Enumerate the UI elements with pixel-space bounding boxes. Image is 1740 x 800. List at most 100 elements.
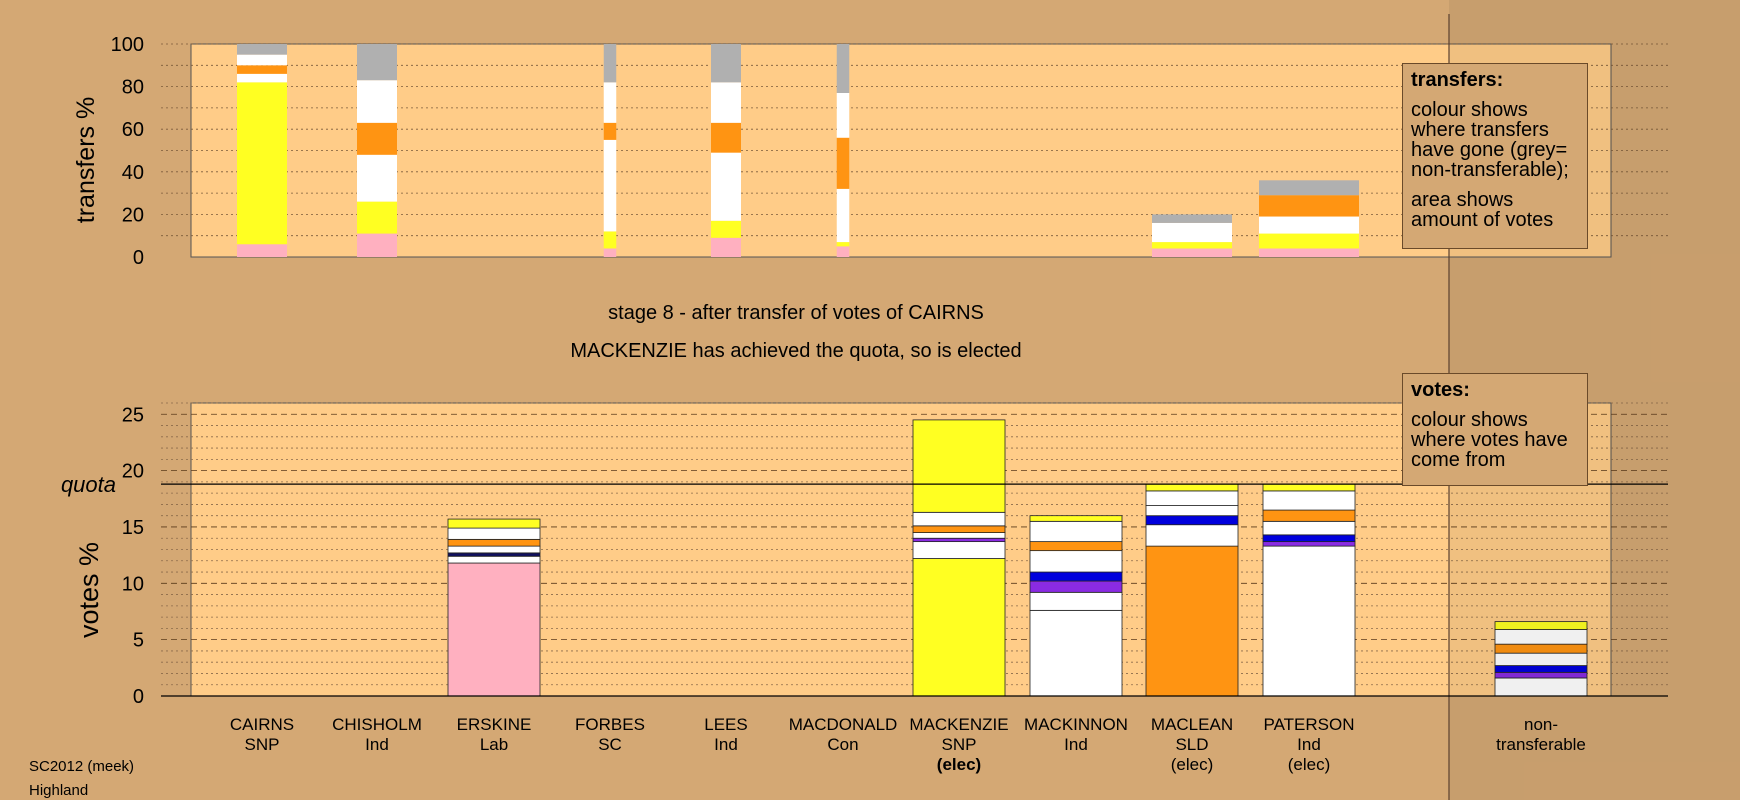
vote-segment-mackinnon	[1029, 520, 1123, 543]
transfer-segment-cairns	[237, 44, 287, 55]
candidate-party: SC	[598, 735, 622, 754]
candidate-label-mackinnon: MACKINNON Ind	[1016, 715, 1136, 755]
candidate-party: Lab	[479, 735, 509, 754]
transfer-segment-forbes	[603, 231, 617, 249]
vote-segment-mackinnon	[1029, 550, 1123, 573]
transfer-segment-chisholm	[357, 122, 397, 155]
transfer-segment-lees	[711, 237, 741, 257]
vote-segment-mackinnon	[1029, 580, 1123, 593]
candidate-name: MACKENZIE	[909, 715, 1009, 734]
transfer-segment-forbes	[603, 248, 617, 257]
transfer-segment-macdonald	[836, 246, 850, 257]
transfers-axis-label: transfers %	[72, 97, 100, 223]
transfer-segment-cairns	[237, 82, 287, 245]
transfer-segment-lees	[711, 44, 741, 83]
votes-tick-label: 20	[122, 461, 144, 483]
transfer-segment-lees	[711, 220, 741, 238]
transfer-segment-macdonald	[836, 137, 850, 189]
transfer-segment-paterson	[1259, 216, 1359, 234]
candidate-label-chisholm: CHISHOLM Ind	[317, 715, 437, 755]
footer-method: SC2012 (meek)	[29, 758, 135, 775]
votes-legend: votes: colour shows where votes have com…	[1402, 373, 1588, 486]
footer-region: Highland	[29, 782, 89, 799]
transfer-segment-lees	[711, 122, 741, 153]
votes-tick-label: 0	[133, 686, 144, 708]
votes-legend-title: votes:	[1411, 379, 1470, 401]
vote-segment-mackenzie	[912, 558, 1006, 697]
bottom-bars	[447, 419, 1588, 697]
vote-segment-non-transferable	[1494, 621, 1588, 630]
vote-segment-paterson	[1262, 545, 1356, 697]
vote-segment-maclean	[1145, 515, 1239, 526]
candidate-status: (elec)	[936, 755, 982, 774]
transfer-segment-macdonald	[836, 242, 850, 247]
transfer-segment-macdonald	[836, 44, 850, 93]
candidate-party: Con	[827, 735, 859, 754]
candidate-party: SNP	[941, 735, 977, 754]
transfers-legend: transfers: colour shows where transfers …	[1402, 63, 1588, 249]
transfer-segment-paterson	[1259, 180, 1359, 196]
vote-segment-erskine	[447, 545, 541, 554]
vote-segment-maclean	[1145, 524, 1239, 547]
candidate-party: SLD	[1175, 735, 1209, 754]
candidate-party: Ind	[714, 735, 738, 754]
votes-tick-label: 5	[133, 630, 144, 652]
top-grid	[161, 43, 1668, 258]
vote-segment-mackenzie	[912, 537, 1006, 543]
votes-tick-label: 15	[122, 517, 144, 539]
candidate-label-erskine: ERSKINE Lab	[434, 715, 554, 755]
candidate-label-mackenzie: MACKENZIE SNP (elec)	[899, 715, 1019, 775]
vote-segment-mackinnon	[1029, 571, 1123, 582]
transfer-segment-cairns	[237, 54, 287, 66]
vote-segment-mackinnon	[1029, 609, 1123, 697]
candidate-name: ERSKINE	[456, 715, 532, 734]
candidate-name: MACKINNON	[1024, 715, 1128, 734]
transfer-segment-cairns	[237, 65, 287, 74]
quota-label: quota	[61, 472, 116, 497]
transfer-segment-chisholm	[357, 44, 397, 81]
top-bars	[237, 44, 1359, 257]
transfer-segment-maclean	[1152, 214, 1232, 223]
transfer-segment-cairns	[237, 244, 287, 257]
candidate-party: transferable	[1496, 735, 1586, 754]
transfers-legend-text-1: colour shows where transfers have gone (…	[1411, 99, 1569, 181]
candidate-party: Ind	[365, 735, 389, 754]
candidate-status: (elec)	[1287, 755, 1331, 774]
transfer-segment-forbes	[603, 82, 617, 123]
transfer-segment-lees	[711, 152, 741, 221]
transfer-segment-forbes	[603, 139, 617, 232]
candidate-label-macdonald: MACDONALD Con	[783, 715, 903, 755]
stage-title: stage 8 - after transfer of votes of CAI…	[608, 302, 984, 324]
transfer-segment-maclean	[1152, 222, 1232, 243]
vote-segment-maclean	[1145, 545, 1239, 697]
candidate-label-paterson: PATERSON Ind (elec)	[1249, 715, 1369, 775]
candidate-party: Ind	[1297, 735, 1321, 754]
transfer-segment-chisholm	[357, 154, 397, 202]
vote-segment-erskine	[447, 518, 541, 529]
vote-segment-erskine	[447, 562, 541, 697]
transfer-segment-paterson	[1259, 233, 1359, 249]
transfers-tick-label: 60	[122, 119, 144, 141]
transfer-segment-paterson	[1259, 195, 1359, 217]
transfer-segment-chisholm	[357, 80, 397, 123]
candidate-name: non-	[1523, 715, 1559, 734]
votes-tick-label: 25	[122, 404, 144, 426]
transfer-segment-forbes	[603, 122, 617, 140]
transfers-tick-label: 100	[111, 34, 144, 56]
vote-segment-maclean	[1145, 483, 1239, 492]
transfers-legend-text-2: area shows amount of votes	[1411, 189, 1554, 231]
transfers-tick-label: 80	[122, 77, 144, 99]
candidate-label-forbes: FORBES SC	[550, 715, 670, 755]
bottom-grid	[161, 402, 1668, 697]
vote-segment-erskine	[447, 527, 541, 540]
transfer-segment-forbes	[603, 44, 617, 83]
votes-tick-label: 10	[122, 573, 144, 595]
transfers-tick-label: 0	[133, 247, 144, 269]
vote-segment-mackenzie	[912, 541, 1006, 559]
vote-segment-paterson	[1262, 483, 1356, 492]
candidate-name: PATERSON	[1263, 715, 1355, 734]
transfer-segment-maclean	[1152, 242, 1232, 249]
candidate-label-cairns: CAIRNS SNP	[202, 715, 322, 755]
